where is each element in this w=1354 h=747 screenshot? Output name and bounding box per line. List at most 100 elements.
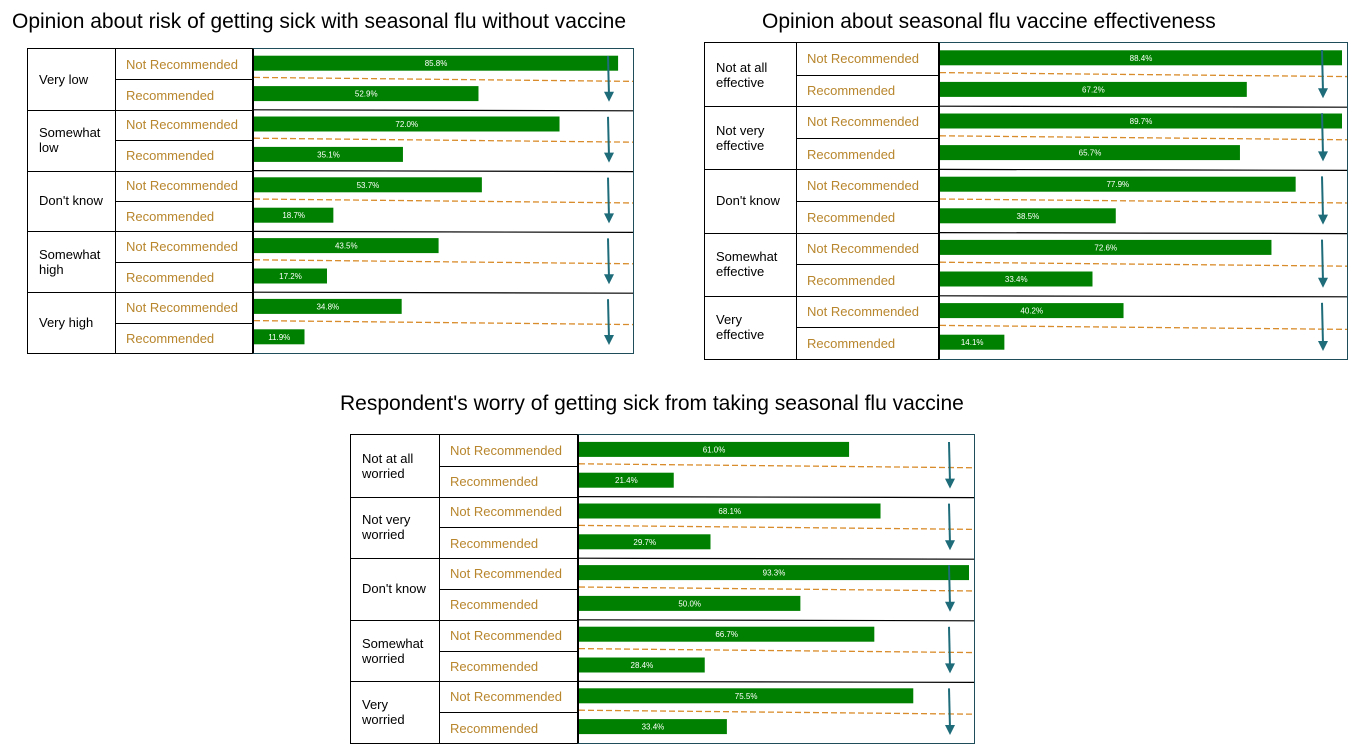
- category-label: Somewhat low: [28, 109, 116, 171]
- bar-value-label: 66.7%: [715, 630, 738, 639]
- down-arrow-head-icon: [1318, 214, 1328, 225]
- category-label: Very high: [28, 292, 116, 353]
- series-label: Recommended: [797, 137, 939, 170]
- plot-category-separator: [579, 680, 974, 683]
- bar-value-label: 93.3%: [763, 569, 786, 578]
- bar-value-label: 67.2%: [1082, 85, 1105, 94]
- series-label: Recommended: [116, 140, 253, 170]
- bars-svg: 88.4% 67.2% 89.7% 65.7% 77.9% 38.5% 72.6% 33.4%…: [940, 49, 1347, 351]
- bar: [579, 503, 881, 519]
- down-arrow-head-icon: [1318, 341, 1328, 351]
- series-label: Not Recommended: [807, 114, 919, 130]
- bar: [940, 81, 1247, 97]
- series-label: Recommended: [440, 712, 578, 743]
- category-label-line: effective: [716, 327, 765, 343]
- plot-area: 88.4% 67.2% 89.7% 65.7% 77.9% 38.5% 72.6% 33.4%…: [938, 42, 1348, 360]
- series-label: Not Recommended: [126, 178, 238, 194]
- bar-value-label: 29.7%: [633, 538, 656, 547]
- bar: [254, 86, 479, 102]
- bar: [254, 116, 560, 132]
- series-label: Not Recommended: [450, 504, 562, 520]
- chart-panel-risk: Opinion about risk of getting sick with …: [12, 8, 637, 354]
- down-arrow-head-icon: [1318, 151, 1328, 162]
- category-label: Somewhat effective: [705, 232, 797, 296]
- bar: [579, 595, 801, 611]
- down-arrow-icon: [1321, 176, 1324, 219]
- category-separator: [705, 106, 939, 108]
- bar-value-label: 72.6%: [1094, 243, 1117, 252]
- bar-value-label: 11.9%: [268, 333, 290, 342]
- category-label-line: Somewhat: [39, 246, 101, 262]
- category-label-line: Somewhat: [39, 125, 101, 141]
- bar-value-label: 34.8%: [316, 302, 339, 311]
- category-label-line: Don't know: [362, 581, 426, 597]
- bar: [254, 177, 482, 193]
- down-arrow-icon: [948, 503, 951, 545]
- category-label: Don't know: [28, 170, 116, 232]
- bar: [579, 626, 875, 642]
- category-label-line: effective: [716, 74, 765, 90]
- category-separator: [705, 232, 939, 234]
- bar: [940, 145, 1240, 161]
- category-table: Not at all effective Not Recommended Recomm…: [704, 42, 939, 360]
- category-label-line: effective: [716, 137, 765, 153]
- down-arrow-icon: [1321, 113, 1324, 156]
- series-label: Not Recommended: [807, 177, 919, 193]
- series-label: Recommended: [797, 327, 939, 359]
- category-label: Not at all effective: [705, 43, 797, 107]
- category-label-line: Not at all: [716, 59, 768, 75]
- series-divider: [254, 259, 633, 265]
- category-label-line: Don't know: [39, 193, 103, 209]
- series-label: Not Recommended: [126, 239, 238, 255]
- series-label: Recommended: [797, 201, 939, 233]
- bar-value-label: 88.4%: [1130, 54, 1153, 63]
- bar-value-label: 85.8%: [425, 59, 448, 68]
- bar: [940, 303, 1124, 319]
- series-divider: [940, 324, 1347, 331]
- bar-value-label: 75.5%: [735, 692, 758, 701]
- down-arrow-head-icon: [604, 274, 614, 285]
- down-arrow-head-icon: [945, 478, 955, 489]
- down-arrow-icon: [948, 441, 951, 483]
- bar: [254, 207, 334, 223]
- down-arrow-head-icon: [945, 540, 955, 551]
- series-divider: [940, 135, 1347, 141]
- down-arrow-icon: [1321, 49, 1324, 93]
- down-arrow-head-icon: [604, 213, 614, 224]
- down-arrow-head-icon: [945, 663, 955, 674]
- category-label: Somewhat worried: [351, 619, 440, 682]
- bar-value-label: 38.5%: [1017, 212, 1040, 221]
- category-separator: [705, 295, 939, 297]
- category-separator: [28, 231, 253, 233]
- bar: [579, 441, 850, 457]
- series-divider: [254, 198, 633, 204]
- category-label-line: Not very: [362, 512, 411, 528]
- category-separator: [705, 169, 939, 171]
- category-label-line: worried: [362, 527, 405, 543]
- bar: [940, 334, 1005, 350]
- series-label: Not Recommended: [807, 51, 919, 67]
- bar-value-label: 72.0%: [395, 120, 418, 129]
- series-label: Recommended: [116, 261, 253, 292]
- bar: [254, 146, 403, 162]
- bar-value-label: 53.7%: [357, 181, 380, 190]
- series-label: Recommended: [440, 527, 578, 558]
- plot-category-separator: [940, 232, 1347, 235]
- category-label-line: Not at all: [362, 450, 414, 466]
- bar-value-label: 52.9%: [355, 90, 378, 99]
- plot-category-separator: [940, 105, 1347, 108]
- down-arrow-icon: [607, 299, 610, 340]
- category-label-line: high: [39, 261, 64, 277]
- category-separator: [28, 292, 253, 294]
- bar-value-label: 33.4%: [1005, 275, 1028, 284]
- plot-category-separator: [940, 295, 1347, 298]
- series-label: Not Recommended: [450, 689, 562, 705]
- series-label: Recommended: [440, 650, 578, 682]
- category-separator: [351, 681, 578, 683]
- bar-value-label: 77.9%: [1106, 180, 1129, 189]
- chart-title: Opinion about seasonal flu vaccine effec…: [762, 10, 1216, 33]
- category-label: Somewhat high: [28, 231, 116, 293]
- chart-title: Opinion about risk of getting sick with …: [12, 10, 626, 33]
- bar: [254, 55, 619, 71]
- bar-value-label: 89.7%: [1130, 117, 1153, 126]
